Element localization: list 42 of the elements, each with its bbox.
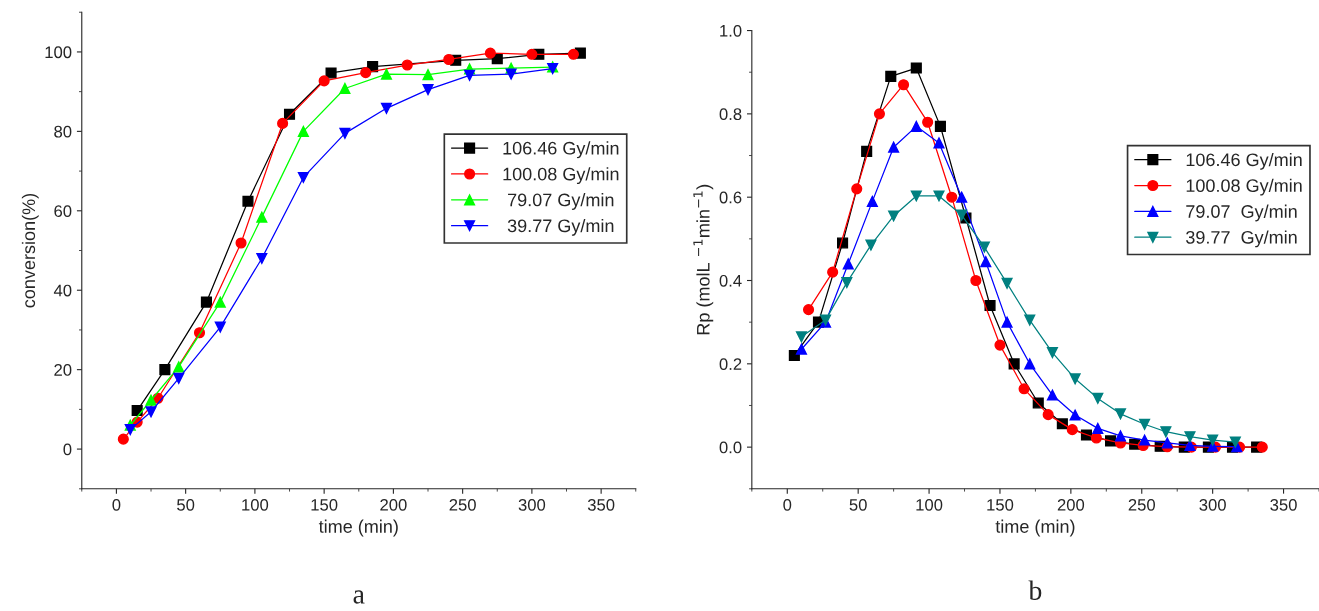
y-axis-title: conversion(%) [21,193,39,308]
legend-label: 100.08 Gy/min [503,167,619,185]
y-tick-label: 0.8 [719,108,742,121]
x-tick-label: 250 [449,498,476,511]
x-tick-label: 200 [1057,498,1085,511]
y-tick-label: 0.0 [719,441,742,454]
x-tick-label: 250 [1128,498,1156,511]
y-tick-label: 0.6 [719,191,742,204]
legend-label: 100.08 Gy/min [1186,178,1302,196]
x-tick-label: 350 [587,498,615,511]
y-tick-label: 40 [53,284,72,297]
x-tick-label: 0 [783,498,792,511]
text: a [353,590,365,604]
legend-label: 79.07 Gy/min [1186,204,1297,222]
x-tick-label: 300 [518,498,546,511]
legend-label: 39.77 Gy/min [507,218,614,236]
y-tick-label: 1.0 [720,24,742,37]
y-axis-title: Rp (molL $^{−1}$min$^{−1}$) [693,184,714,335]
x-tick-label: 150 [311,498,338,511]
y-tick-label: 60 [54,205,72,217]
y-tick-label: 0 [63,443,72,456]
x-axis-title: time (min) [995,519,1075,537]
y-tick-label: 0.2 [719,358,742,371]
y-tick-label: 0.4 [719,274,742,287]
x-tick-label: 100 [242,498,269,511]
y-tick-label: 80 [54,125,72,138]
x-tick-label: 100 [916,498,943,511]
x-axis-title: time (min) [318,519,398,537]
x-tick-label: 300 [1199,498,1226,511]
legend-label: 106.46 Gy/min [1186,152,1302,170]
y-tick-label: 100 [45,46,72,59]
y-tick-label: 20 [54,364,72,376]
legend-label: 79.07 Gy/min [508,193,614,210]
legend-label: 39.77 Gy/min [1186,230,1297,248]
x-tick-label: 200 [380,498,407,511]
x-tick-label: 150 [987,498,1014,511]
legend-label: 106.46 Gy/min [503,141,619,159]
text: b [1028,580,1042,600]
x-tick-label: 50 [177,498,195,511]
x-tick-label: 0 [112,498,121,511]
x-tick-label: 350 [1270,498,1297,511]
x-tick-label: 50 [849,498,867,511]
